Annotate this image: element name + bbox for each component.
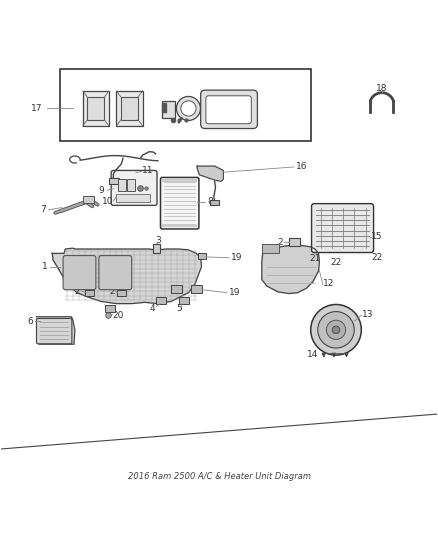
- Bar: [191, 285, 201, 293]
- FancyBboxPatch shape: [201, 90, 258, 128]
- Circle shape: [332, 326, 340, 334]
- Bar: [162, 224, 197, 227]
- Text: 6: 6: [28, 317, 33, 326]
- Bar: [289, 238, 300, 246]
- Bar: [83, 196, 94, 203]
- Text: 14: 14: [307, 350, 318, 359]
- Text: 5: 5: [176, 304, 182, 313]
- Circle shape: [311, 304, 361, 355]
- Text: 7: 7: [41, 205, 46, 214]
- Ellipse shape: [181, 101, 196, 116]
- Text: 17: 17: [31, 104, 42, 113]
- Text: 11: 11: [142, 166, 154, 175]
- Bar: [87, 97, 104, 120]
- Circle shape: [326, 320, 346, 340]
- FancyBboxPatch shape: [99, 256, 132, 289]
- Text: 10: 10: [102, 197, 113, 206]
- Bar: [105, 305, 115, 312]
- Text: 15: 15: [371, 232, 383, 241]
- Bar: [121, 97, 138, 120]
- Bar: [162, 101, 175, 118]
- Text: 1: 1: [42, 262, 47, 271]
- Bar: [60, 69, 311, 141]
- Bar: [117, 290, 126, 296]
- Bar: [127, 179, 135, 191]
- FancyBboxPatch shape: [63, 256, 96, 289]
- Text: 4: 4: [150, 304, 155, 313]
- Text: 8: 8: [207, 197, 213, 206]
- Bar: [155, 297, 166, 304]
- Bar: [262, 244, 279, 253]
- Polygon shape: [262, 246, 319, 294]
- Ellipse shape: [177, 96, 201, 120]
- FancyBboxPatch shape: [111, 171, 157, 205]
- Bar: [171, 285, 182, 293]
- Text: 2016 Ram 2500 A/C & Heater Unit Diagram: 2016 Ram 2500 A/C & Heater Unit Diagram: [127, 472, 311, 481]
- Bar: [118, 179, 126, 191]
- Text: 20: 20: [112, 311, 124, 320]
- Text: 18: 18: [376, 84, 388, 93]
- Text: 2: 2: [74, 287, 80, 296]
- FancyBboxPatch shape: [36, 318, 72, 344]
- FancyBboxPatch shape: [160, 177, 199, 229]
- Bar: [210, 200, 219, 205]
- Polygon shape: [36, 317, 75, 344]
- Bar: [116, 194, 150, 202]
- Text: 21: 21: [309, 254, 321, 263]
- Text: 2: 2: [277, 238, 283, 247]
- Text: 2: 2: [109, 287, 115, 296]
- Bar: [85, 290, 94, 296]
- Bar: [179, 297, 189, 304]
- Bar: [162, 179, 197, 182]
- Text: 22: 22: [330, 257, 342, 266]
- Text: 19: 19: [231, 253, 242, 262]
- Text: 12: 12: [323, 279, 335, 288]
- FancyBboxPatch shape: [311, 204, 374, 253]
- Text: 16: 16: [296, 163, 308, 172]
- Bar: [109, 179, 120, 183]
- Bar: [198, 253, 206, 259]
- Bar: [83, 91, 109, 126]
- Polygon shape: [52, 248, 201, 304]
- Text: 13: 13: [362, 310, 373, 319]
- Bar: [117, 91, 143, 126]
- Text: 19: 19: [229, 288, 240, 297]
- Bar: [152, 244, 160, 253]
- FancyBboxPatch shape: [206, 96, 251, 124]
- Text: 22: 22: [371, 253, 383, 262]
- Circle shape: [318, 312, 354, 348]
- Polygon shape: [197, 166, 223, 181]
- Text: 3: 3: [155, 236, 161, 245]
- Text: 9: 9: [98, 185, 104, 195]
